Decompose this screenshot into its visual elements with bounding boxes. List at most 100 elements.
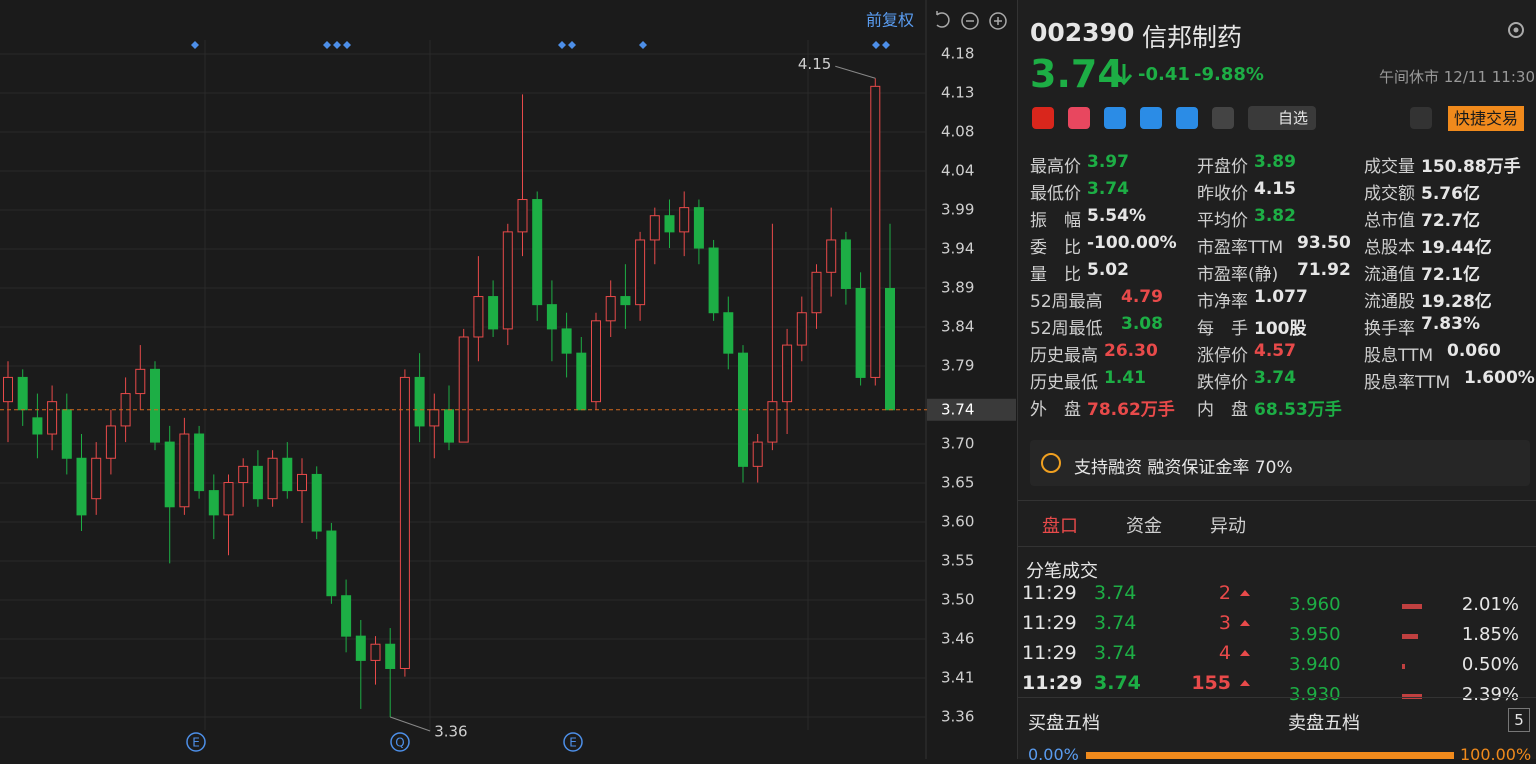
stock-code: 002390 xyxy=(1030,18,1135,47)
y-tick-label: 3.89 xyxy=(941,278,974,296)
y-tick-label: 4.13 xyxy=(941,83,974,101)
chart: 前复权 4.18 4.13 4.08 4.04 3.99 3.94 3.89 3.84 3.79… xyxy=(0,0,1017,759)
depth-button[interactable]: 5 xyxy=(1508,708,1530,732)
margin-box: 支持融资 融资保证金率 70% xyxy=(1030,440,1530,486)
trade-volume: 3 xyxy=(1218,612,1231,634)
candle-body xyxy=(326,530,337,597)
tag-icon[interactable] xyxy=(1140,107,1162,129)
stat-value: 78.62万手 xyxy=(1087,400,1175,420)
zoom-out-icon[interactable] xyxy=(961,12,979,30)
low-pointer xyxy=(390,716,431,732)
candle-body xyxy=(840,239,851,289)
stat-label: 市盈率TTM xyxy=(1197,238,1284,258)
stat-value: 3.74 xyxy=(1254,368,1296,388)
stat-label: 外 盘 xyxy=(1030,400,1081,420)
sell-title: 卖盘五档 xyxy=(1288,713,1360,734)
trade-time: 11:29 xyxy=(1022,672,1083,694)
tab[interactable]: 资金 xyxy=(1126,516,1162,537)
candle-body xyxy=(238,465,249,484)
stat-label: 换手率 xyxy=(1364,319,1415,339)
stat-label: 跌停价 xyxy=(1197,373,1248,393)
zoom-in-icon[interactable] xyxy=(989,12,1007,30)
buy-pct: 0.00% xyxy=(1028,745,1079,764)
stat-label: 内 盘 xyxy=(1197,400,1248,420)
candle-body xyxy=(223,482,234,516)
stat-value: 5.54% xyxy=(1087,206,1146,226)
candle-body xyxy=(164,441,175,508)
candle-body xyxy=(91,457,102,500)
stat-label: 股息TTM xyxy=(1364,346,1434,366)
level-price: 3.930 xyxy=(1289,684,1341,705)
y-tick-label: 3.50 xyxy=(941,591,974,609)
trade-volume: 2 xyxy=(1218,582,1231,604)
candle-body xyxy=(826,239,837,273)
y-tick-label: 3.94 xyxy=(941,240,974,258)
candle-body xyxy=(3,376,13,403)
level-bar xyxy=(1402,664,1405,669)
tag-icon[interactable] xyxy=(1176,107,1198,129)
stat-label: 流通值 xyxy=(1364,265,1415,285)
trade-arrow xyxy=(1240,680,1250,686)
stat-value: 4.57 xyxy=(1254,341,1296,361)
last-price-label: 3.74 xyxy=(941,400,974,418)
y-tick-label: 4.18 xyxy=(941,45,974,63)
trade-price: 3.74 xyxy=(1094,642,1137,664)
candle-body xyxy=(150,368,160,443)
stat-value: 93.50 xyxy=(1297,233,1351,253)
alert-icon[interactable] xyxy=(1410,107,1432,129)
event-marker[interactable] xyxy=(390,732,410,752)
quick-trade-button[interactable]: 快捷交易 xyxy=(1448,106,1525,131)
candle-body xyxy=(76,457,87,516)
candle-body xyxy=(47,401,58,435)
undo-icon[interactable] xyxy=(936,11,950,28)
event-marker[interactable] xyxy=(186,732,206,752)
candle-body xyxy=(561,328,572,354)
candle-body xyxy=(297,473,307,492)
tag-icon[interactable] xyxy=(1104,107,1126,129)
stat-label: 振 幅 xyxy=(1030,211,1081,231)
stat-label: 平均价 xyxy=(1197,211,1248,231)
candle-body xyxy=(782,344,793,403)
candle-body xyxy=(61,409,72,459)
candle-body xyxy=(767,401,778,443)
event-diamonds xyxy=(191,41,890,49)
divider xyxy=(1018,697,1536,698)
event-marker[interactable] xyxy=(563,732,583,752)
y-tick-label: 4.04 xyxy=(941,161,974,179)
stat-value: 1.077 xyxy=(1254,287,1308,307)
candle-body xyxy=(252,465,263,500)
ratio-bar xyxy=(1086,752,1454,759)
divider xyxy=(1018,500,1536,501)
settings-icon[interactable] xyxy=(1504,18,1528,42)
flag-icon[interactable] xyxy=(1032,107,1054,129)
stat-value: 5.02 xyxy=(1087,260,1129,280)
stat-value: 3.97 xyxy=(1087,152,1129,172)
stat-label: 市盈率(静) xyxy=(1197,265,1279,285)
tag-icon[interactable] xyxy=(1212,107,1234,129)
sell-pct: 100.00% xyxy=(1460,745,1532,764)
tab[interactable]: 异动 xyxy=(1210,516,1246,537)
level-bar xyxy=(1402,694,1422,699)
tag-icon[interactable] xyxy=(1068,107,1090,129)
candle-body xyxy=(355,635,366,661)
candle-body xyxy=(708,247,719,314)
y-tick-label: 3.55 xyxy=(941,552,974,570)
stat-value: 4.79 xyxy=(1121,287,1163,307)
stat-value: 0.060 xyxy=(1447,341,1501,361)
tab[interactable]: 盘口 xyxy=(1042,516,1078,537)
watch-button[interactable]: 自选 xyxy=(1248,106,1316,130)
down-arrow xyxy=(1115,64,1133,86)
y-tick-label: 3.79 xyxy=(941,357,974,375)
candle-body xyxy=(723,312,734,354)
y-tick-label: 4.08 xyxy=(941,123,974,141)
stat-value: 3.89 xyxy=(1254,152,1296,172)
stat-value: 26.30 xyxy=(1104,341,1158,361)
stat-value: 1.600% xyxy=(1464,368,1535,388)
trade-price: 3.74 xyxy=(1094,672,1141,694)
candle-body xyxy=(17,376,28,411)
candle-body xyxy=(414,376,425,427)
adjust-button[interactable]: 前复权 xyxy=(866,11,914,30)
stat-label: 成交额 xyxy=(1364,184,1415,204)
stat-value: 3.74 xyxy=(1087,179,1129,199)
y-tick-label: 3.60 xyxy=(941,512,974,530)
